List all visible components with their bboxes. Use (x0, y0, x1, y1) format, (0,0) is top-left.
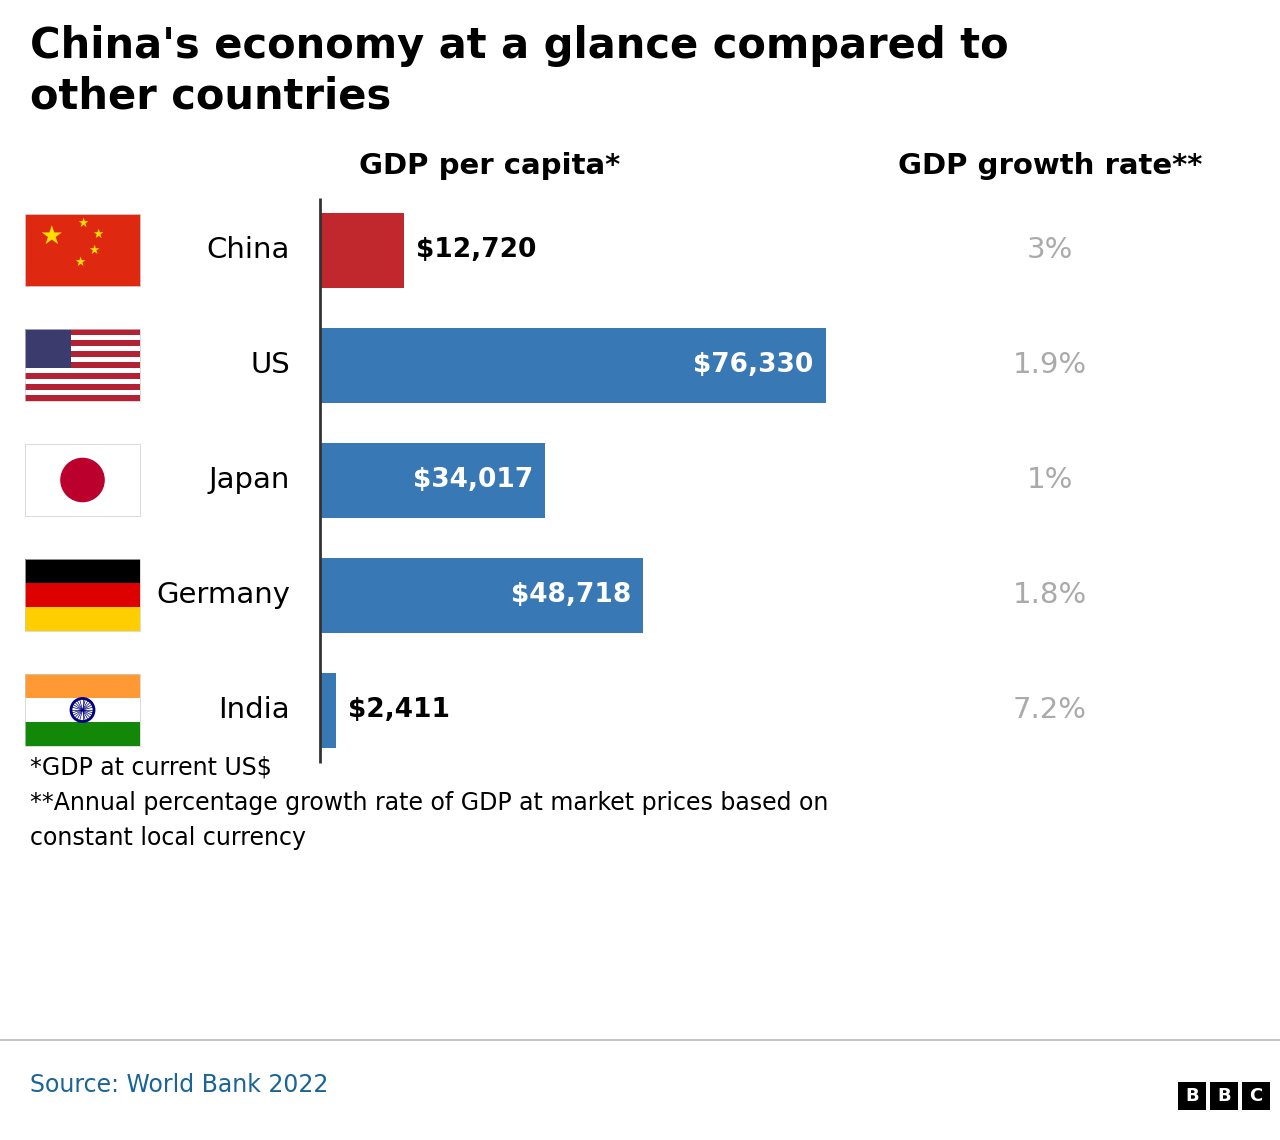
Text: India: India (219, 697, 291, 724)
Text: $12,720: $12,720 (416, 237, 536, 263)
Bar (26, 329, 140, 401)
Bar (26, 373, 140, 378)
Text: GDP per capita*: GDP per capita* (360, 152, 621, 180)
Text: B: B (1217, 1088, 1231, 1105)
Bar (320, 212, 404, 287)
Text: US: US (251, 351, 291, 378)
Text: $34,017: $34,017 (413, 467, 534, 492)
Text: Germany: Germany (156, 581, 291, 609)
Circle shape (61, 458, 104, 502)
Bar (26, 674, 140, 698)
Bar (26, 443, 140, 516)
Bar (26, 390, 140, 396)
Text: C: C (1249, 1088, 1262, 1105)
Bar (26, 368, 140, 373)
Text: 7.2%: 7.2% (1012, 697, 1087, 724)
Bar (26, 384, 140, 390)
Text: 1.8%: 1.8% (1012, 581, 1087, 609)
Bar (26, 674, 140, 746)
Bar (26, 606, 140, 632)
Text: ★: ★ (40, 225, 63, 250)
Bar (26, 698, 140, 722)
Text: ★: ★ (88, 244, 100, 256)
Bar (320, 327, 826, 402)
Bar (26, 351, 140, 357)
Text: B: B (1185, 1088, 1199, 1105)
Bar (1178, 1082, 1206, 1110)
Bar (26, 722, 140, 746)
Bar (26, 340, 140, 345)
Bar (26, 345, 140, 351)
Bar (26, 378, 140, 384)
Bar (26, 329, 70, 368)
Bar (320, 442, 545, 518)
Text: **Annual percentage growth rate of GDP at market prices based on
constant local : **Annual percentage growth rate of GDP a… (29, 791, 828, 850)
Text: $2,411: $2,411 (348, 697, 451, 723)
Text: 3%: 3% (1027, 236, 1073, 264)
Bar (26, 329, 140, 334)
Text: ★: ★ (77, 217, 88, 230)
Bar (320, 557, 643, 633)
Text: China: China (206, 236, 291, 264)
Text: $48,718: $48,718 (511, 583, 631, 608)
Text: 1%: 1% (1027, 466, 1073, 494)
Bar (320, 673, 335, 748)
Bar (26, 583, 140, 606)
Bar (26, 559, 140, 583)
Text: GDP growth rate**: GDP growth rate** (897, 152, 1202, 180)
Text: $76,330: $76,330 (694, 352, 814, 378)
Bar (26, 363, 140, 368)
Bar (1210, 1082, 1238, 1110)
Bar (26, 334, 140, 340)
Bar (26, 396, 140, 401)
Text: ★: ★ (92, 228, 104, 241)
Text: ★: ★ (74, 255, 86, 269)
Text: 1.9%: 1.9% (1012, 351, 1087, 378)
Text: *GDP at current US$: *GDP at current US$ (29, 756, 271, 780)
Bar (26, 357, 140, 363)
Bar (26, 214, 140, 286)
Bar (1242, 1082, 1270, 1110)
Text: Japan: Japan (209, 466, 291, 494)
Text: China's economy at a glance compared to
other countries: China's economy at a glance compared to … (29, 25, 1009, 117)
Bar (26, 559, 140, 632)
Text: Source: World Bank 2022: Source: World Bank 2022 (29, 1073, 329, 1097)
